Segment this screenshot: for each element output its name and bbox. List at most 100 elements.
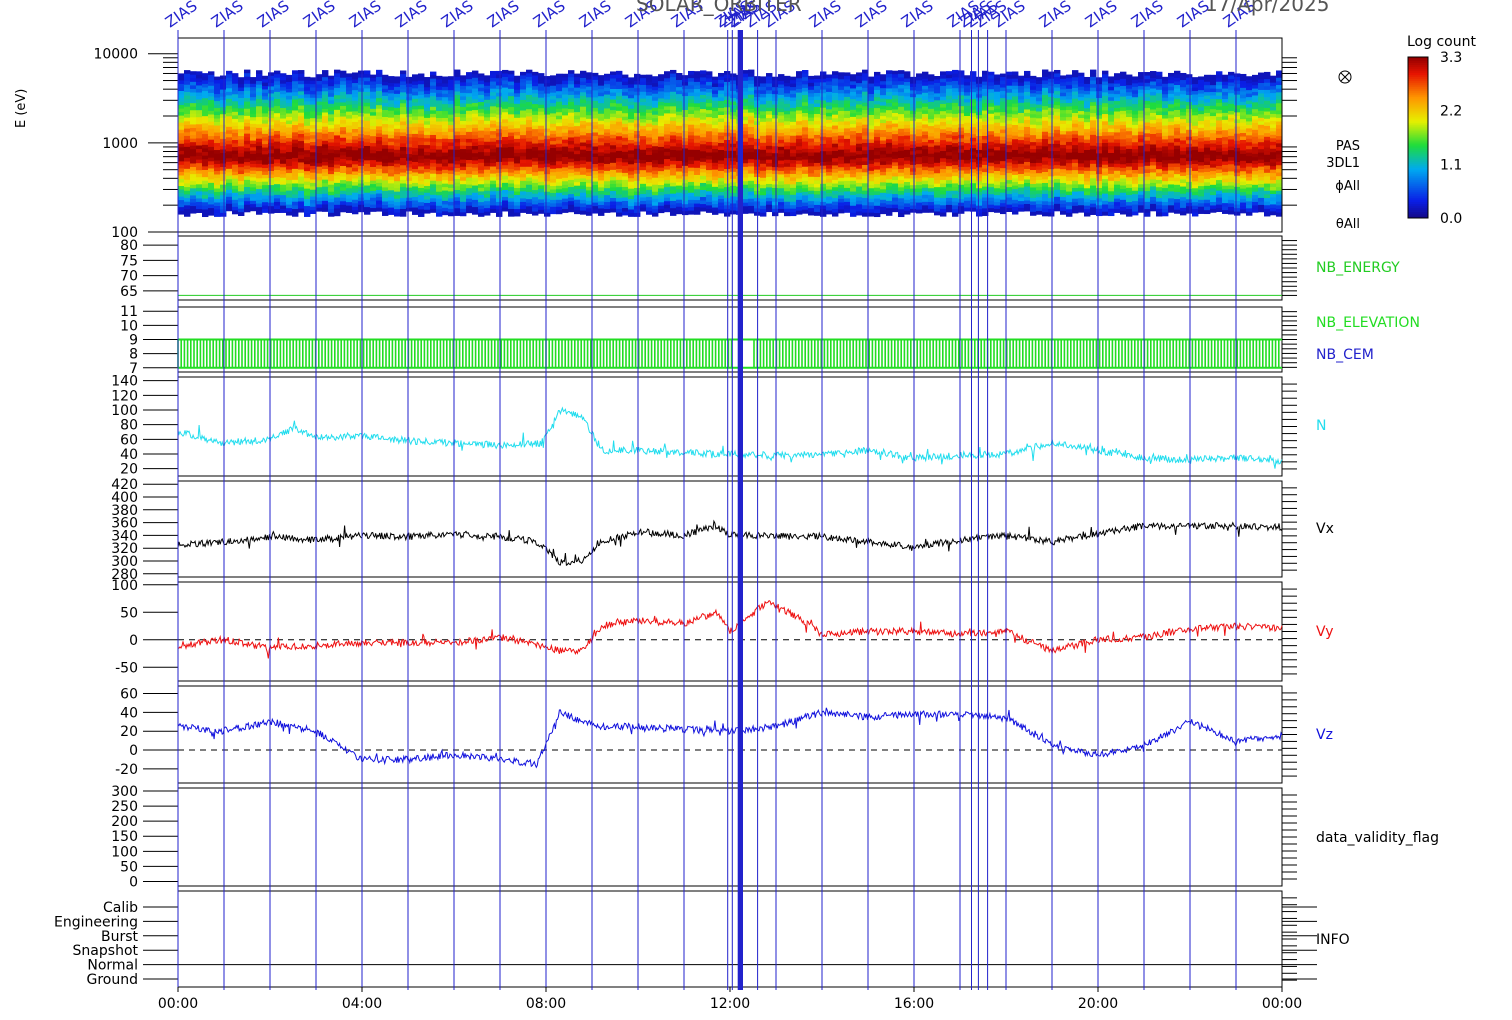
spectrogram-cell (238, 111, 245, 116)
spectrogram-cell (262, 171, 269, 176)
spectrogram-cell (628, 188, 635, 193)
spectrogram-cell (502, 189, 509, 194)
spectrogram-cell (304, 167, 311, 172)
spectrogram-cell (196, 205, 203, 210)
spectrogram-cell (886, 142, 893, 147)
spectrogram-cell (640, 108, 647, 113)
spectrogram-cell (400, 99, 407, 104)
spectrogram-cell (184, 190, 191, 195)
spectrogram-cell (226, 140, 233, 145)
spectrogram-cell (364, 153, 371, 158)
spectrogram-cell (382, 194, 389, 199)
spectrogram-cell (454, 142, 461, 147)
spectrogram-cell (532, 157, 539, 162)
spectrogram-cell (496, 74, 503, 79)
spectrogram-cell (700, 87, 707, 92)
spectrogram-cell (448, 118, 455, 122)
spectrogram-cell (238, 160, 245, 165)
spectrogram-cell (412, 186, 419, 191)
spectrogram-cell (832, 111, 839, 116)
spectrogram-cell (796, 203, 803, 208)
spectrogram-cell (346, 142, 353, 147)
spectrogram-cell (520, 198, 527, 203)
spectrogram-cell (802, 181, 809, 186)
spectrogram-cell (424, 80, 431, 85)
spectrogram-cell (772, 177, 779, 182)
spectrogram-cell (364, 127, 371, 132)
spectrogram-cell (364, 199, 371, 204)
spectrogram-cell (838, 205, 845, 210)
spectrogram-cell (802, 198, 809, 203)
spectrogram-cell (676, 136, 683, 141)
spectrogram-cell (628, 105, 635, 110)
spectrogram-cell (916, 199, 923, 203)
spectrogram-cell (838, 149, 845, 154)
spectrogram-cell (202, 119, 209, 124)
spectrogram-cell (238, 184, 245, 189)
spectrogram-cell (286, 102, 293, 107)
spectrogram-cell (646, 120, 653, 124)
spectrogram-cell (874, 93, 881, 98)
spectrogram-cell (562, 181, 569, 186)
spectrogram-cell (274, 81, 281, 86)
spectrogram-cell (556, 101, 563, 106)
spectrogram-cell (610, 208, 617, 213)
spectrogram-cell (652, 205, 659, 210)
spectrogram-cell (844, 135, 851, 140)
spectrogram-cell (328, 188, 335, 193)
spectrogram-cell (634, 187, 641, 192)
spectrogram-cell (262, 127, 269, 131)
spectrogram-cell (826, 196, 833, 201)
spectrogram-cell (382, 131, 389, 136)
spectrogram-cell (418, 180, 425, 185)
spectrogram-cell (346, 198, 353, 203)
spectrogram-cell (190, 163, 197, 168)
spectrogram-cell (862, 113, 869, 118)
spectrogram-cell (202, 116, 209, 121)
spectrogram-cell (880, 102, 887, 107)
spectrogram-cell (874, 104, 881, 109)
spectrogram-cell (898, 136, 905, 141)
spectrogram-cell (268, 209, 275, 214)
spectrogram-cell (718, 114, 725, 119)
spectrogram-cell (838, 132, 845, 136)
spectrogram-cell (334, 109, 341, 114)
spectrogram-cell (718, 188, 725, 193)
spectrogram-cell (304, 94, 311, 99)
spectrogram-cell (478, 119, 485, 124)
spectrogram-cell (592, 143, 599, 147)
spectrogram-cell (256, 185, 263, 190)
spectrogram-cell (604, 132, 611, 137)
spectrogram-cell (568, 84, 575, 89)
spectrogram-cell (580, 171, 587, 176)
spectrogram-cell (340, 194, 347, 199)
spectrogram-cell (496, 198, 503, 203)
spectrogram-cell (874, 191, 881, 196)
spectrogram-cell (610, 92, 617, 97)
spectrogram-cell (820, 122, 827, 127)
spectrogram-cell (382, 85, 389, 90)
spectrogram-cell (814, 134, 821, 139)
spectrogram-cell (904, 146, 911, 151)
spectrogram-cell (796, 131, 803, 136)
spectrogram-cell (346, 115, 353, 120)
spectrogram-cell (250, 123, 257, 128)
spectrogram-cell (496, 89, 503, 94)
spectrogram-cell (436, 160, 443, 165)
spectrogram-cell (490, 145, 497, 150)
spectrogram-cell (766, 159, 773, 164)
spectrogram-cell (658, 198, 665, 203)
spectrogram-cell (718, 142, 725, 147)
spectrogram-cell (850, 155, 857, 160)
spectrogram-cell (634, 81, 641, 85)
spectrogram-cell (214, 202, 221, 207)
spectrogram-cell (658, 160, 665, 165)
spectrogram-cell (634, 209, 641, 214)
spectrogram-cell (418, 119, 425, 124)
spectrogram-cell (412, 158, 419, 163)
spectrogram-cell (340, 165, 347, 170)
spectrogram-cell (280, 135, 287, 140)
spectrogram-cell (748, 119, 755, 124)
spectrogram-cell (670, 73, 677, 78)
spectrogram-cell (580, 189, 587, 194)
